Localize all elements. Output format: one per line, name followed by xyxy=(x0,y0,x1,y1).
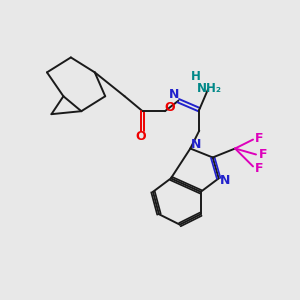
Text: F: F xyxy=(255,132,263,145)
Text: F: F xyxy=(259,148,268,161)
Text: O: O xyxy=(164,101,175,114)
Text: F: F xyxy=(255,162,263,175)
Text: N: N xyxy=(191,138,202,152)
Text: NH₂: NH₂ xyxy=(197,82,222,95)
Text: N: N xyxy=(169,88,179,101)
Text: O: O xyxy=(136,130,146,143)
Text: N: N xyxy=(220,174,231,187)
Text: H: H xyxy=(191,70,201,83)
